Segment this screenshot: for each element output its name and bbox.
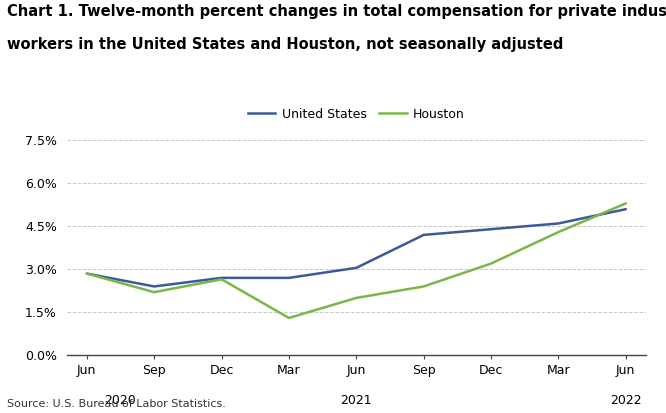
Text: workers in the United States and Houston, not seasonally adjusted: workers in the United States and Houston… [7, 37, 563, 52]
United States [83, 271, 91, 276]
Line: United States: United States [87, 209, 626, 287]
United States [420, 233, 428, 237]
Houston [352, 295, 360, 300]
Text: 2020: 2020 [105, 394, 137, 407]
United States [622, 206, 630, 211]
Houston [151, 290, 159, 294]
Houston [622, 201, 630, 206]
Line: Houston: Houston [87, 204, 626, 318]
United States [151, 284, 159, 289]
United States [285, 275, 293, 280]
Houston [554, 230, 562, 235]
Houston [420, 284, 428, 289]
Houston [83, 271, 91, 276]
Houston [487, 261, 495, 266]
United States [554, 221, 562, 226]
Houston [285, 316, 293, 320]
United States [218, 275, 226, 280]
United States [487, 227, 495, 232]
Legend: United States, Houston: United States, Houston [243, 102, 470, 126]
Text: 2022: 2022 [610, 394, 641, 407]
Text: Source: U.S. Bureau of Labor Statistics.: Source: U.S. Bureau of Labor Statistics. [7, 399, 226, 409]
Text: Chart 1. Twelve-month percent changes in total compensation for private industry: Chart 1. Twelve-month percent changes in… [7, 4, 666, 19]
Text: 2021: 2021 [340, 394, 372, 407]
United States [352, 266, 360, 271]
Houston [218, 277, 226, 282]
